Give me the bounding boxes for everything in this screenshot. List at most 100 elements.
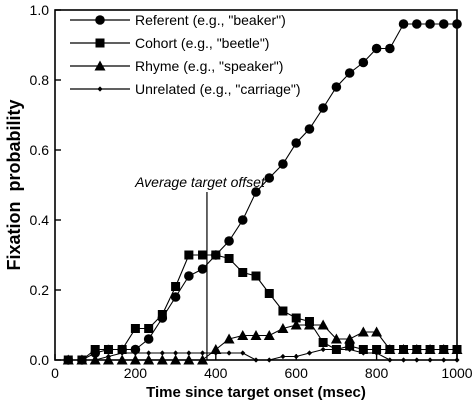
data-point-square (184, 250, 194, 260)
data-point-circle (130, 344, 141, 355)
data-point-circle (452, 19, 462, 29)
data-point-diamond (226, 350, 232, 356)
data-point-circle (224, 236, 234, 246)
data-point-triangle (330, 333, 342, 344)
data-point-circle (344, 68, 355, 78)
data-point-circle (237, 215, 248, 225)
data-point-diamond (173, 350, 179, 356)
data-point-diamond (400, 357, 407, 363)
average-target-offset-label: Average target offset (134, 174, 266, 190)
data-point-diamond (360, 350, 366, 356)
data-point-circle (278, 159, 288, 169)
data-point-diamond (79, 357, 85, 363)
y-tick-label: 0.2 (30, 282, 50, 298)
data-point-circle (95, 15, 105, 25)
data-point-triangle (183, 354, 195, 365)
data-point-diamond (280, 353, 286, 360)
data-point-circle (318, 103, 328, 113)
data-point-triangle (197, 354, 209, 365)
data-point-circle (425, 19, 435, 29)
data-point-triangle (357, 326, 369, 337)
data-point-diamond (186, 350, 192, 356)
data-point-diamond (146, 350, 152, 356)
x-tick-label: 800 (365, 365, 389, 381)
data-point-circle (358, 57, 369, 68)
legend-entry: Unrelated (e.g., "carriage") (70, 81, 301, 97)
series-triangle (62, 319, 463, 365)
x-tick-label: 1000 (441, 365, 472, 381)
data-point-square (264, 289, 274, 298)
data-point-square (90, 345, 100, 354)
data-point-circle (184, 271, 194, 281)
data-point-triangle (102, 354, 114, 365)
legend-entry: Rhyme (e.g., "speaker") (70, 58, 283, 74)
y-tick-label: 0.0 (30, 352, 50, 368)
data-point-square (224, 254, 234, 263)
series-small-diamond (65, 346, 460, 363)
data-point-triangle (170, 354, 182, 365)
data-point-circle (197, 264, 208, 274)
data-point-circle (291, 138, 302, 148)
data-point-circle (331, 82, 342, 92)
data-point-triangle (411, 344, 423, 354)
data-point-circle (398, 19, 409, 29)
y-tick-label: 0.8 (30, 72, 50, 88)
data-point-triangle (384, 344, 396, 354)
data-point-diamond (333, 346, 339, 353)
y-tick-label: 1.0 (30, 2, 50, 18)
data-point-square (278, 306, 288, 316)
data-point-square (117, 345, 127, 354)
data-point-diamond (97, 86, 103, 92)
data-point-circle (385, 43, 395, 54)
legend-label: Unrelated (e.g., "carriage") (135, 81, 301, 97)
data-point-square (95, 38, 105, 48)
data-point-diamond (374, 350, 380, 356)
data-point-circle (251, 187, 261, 197)
data-point-square (318, 338, 328, 347)
legend-label: Cohort (e.g., "beetle") (135, 35, 269, 51)
data-point-triangle (94, 60, 106, 71)
data-point-triangle (277, 323, 289, 333)
legend-entry: Referent (e.g., "beaker") (70, 12, 286, 28)
data-point-diamond (414, 357, 420, 363)
y-tick-label: 0.4 (30, 212, 50, 228)
data-point-triangle (290, 319, 302, 330)
data-point-square (211, 250, 221, 260)
data-point-square (238, 268, 248, 277)
data-point-circle (264, 173, 275, 183)
y-axis-title: Fixation probability (4, 99, 24, 270)
data-point-triangle (156, 354, 168, 365)
data-point-circle (304, 124, 315, 134)
y-tick-label: 0.6 (30, 142, 50, 158)
data-point-square (251, 271, 261, 281)
data-point-triangle (250, 330, 262, 340)
data-point-triangle (223, 333, 235, 344)
data-point-diamond (427, 357, 433, 363)
data-point-diamond (213, 350, 219, 356)
x-tick-label: 600 (285, 365, 309, 381)
data-point-diamond (105, 353, 112, 360)
data-point-diamond (347, 346, 353, 353)
data-point-triangle (143, 354, 155, 365)
data-point-circle (371, 43, 382, 54)
data-point-diamond (253, 357, 259, 363)
data-point-square (372, 345, 382, 354)
data-point-diamond (240, 350, 246, 356)
data-point-circle (143, 334, 154, 344)
series-line (68, 254, 457, 361)
data-point-triangle (116, 354, 128, 365)
data-point-diamond (320, 346, 326, 353)
data-point-square (345, 341, 355, 351)
data-point-diamond (266, 357, 272, 363)
data-point-triangle (263, 330, 275, 340)
data-point-triangle (424, 344, 436, 354)
legend-label: Referent (e.g., "beaker") (135, 12, 286, 28)
series-line (68, 23, 457, 361)
data-point-diamond (306, 350, 313, 356)
data-point-diamond (441, 357, 447, 363)
data-point-triangle (317, 319, 329, 330)
data-point-circle (438, 19, 449, 29)
data-point-diamond (199, 350, 206, 356)
data-point-square (103, 345, 113, 354)
data-point-diamond (119, 350, 125, 356)
